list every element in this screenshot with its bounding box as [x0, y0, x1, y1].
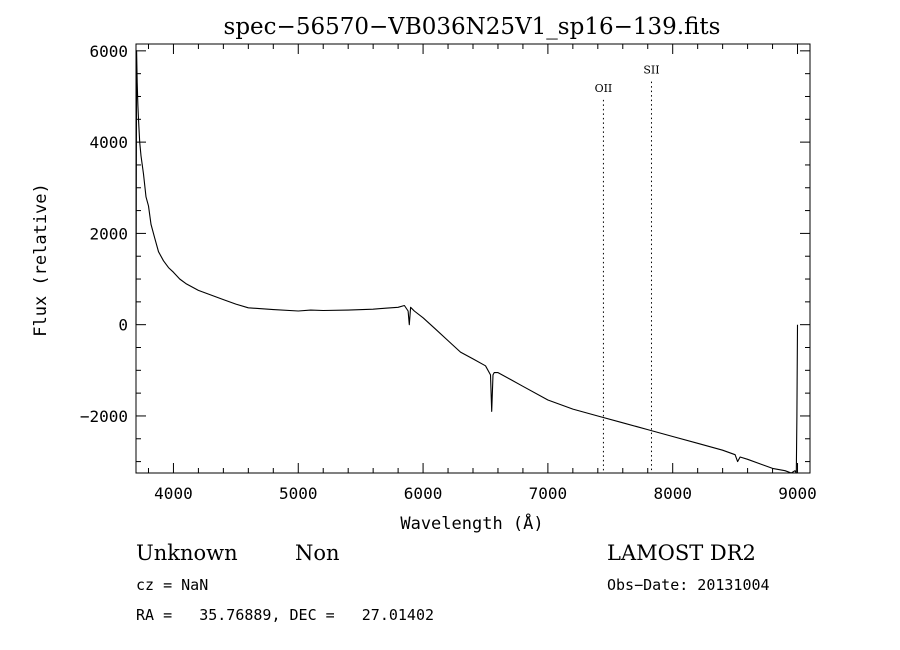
x-axis: 4000 5000 6000 7000 8000 9000	[147, 44, 817, 503]
spectral-subclass: Non	[295, 541, 340, 565]
spectrum-line	[135, 50, 799, 474]
y-tick-label: 2000	[89, 224, 128, 243]
coordinates: RA = 35.76889, DEC = 27.01402	[136, 606, 434, 624]
redshift-readout: cz = NaN	[136, 576, 208, 594]
x-tick-label: 5000	[279, 484, 318, 503]
y-tick-label: 4000	[89, 133, 128, 152]
annotation-label: OII	[595, 82, 613, 95]
y-axis: −2000 0 2000 4000 6000	[80, 42, 810, 463]
plot-area	[135, 43, 811, 474]
y-tick-label: −2000	[80, 407, 128, 426]
x-tick-label: 4000	[154, 484, 193, 503]
obs-date: Obs−Date: 20131004	[607, 576, 770, 594]
x-tick-label: 6000	[404, 484, 443, 503]
x-tick-label: 8000	[653, 484, 692, 503]
y-tick-label: 6000	[89, 42, 128, 61]
spectral-class: Unknown	[136, 541, 238, 565]
x-tick-label: 9000	[778, 484, 817, 503]
x-axis-label: Wavelength (Å)	[400, 512, 543, 534]
survey-label: LAMOST DR2	[607, 541, 756, 565]
plot-frame	[135, 43, 811, 474]
y-axis-label: Flux (relative)	[31, 183, 51, 337]
line-annotations: OII SII	[595, 64, 660, 473]
annotation-label: SII	[643, 64, 659, 77]
y-tick-label: 0	[118, 316, 128, 335]
chart-title: spec−56570−VB036N25V1_sp16−139.fits	[224, 14, 721, 40]
x-tick-label: 7000	[529, 484, 568, 503]
